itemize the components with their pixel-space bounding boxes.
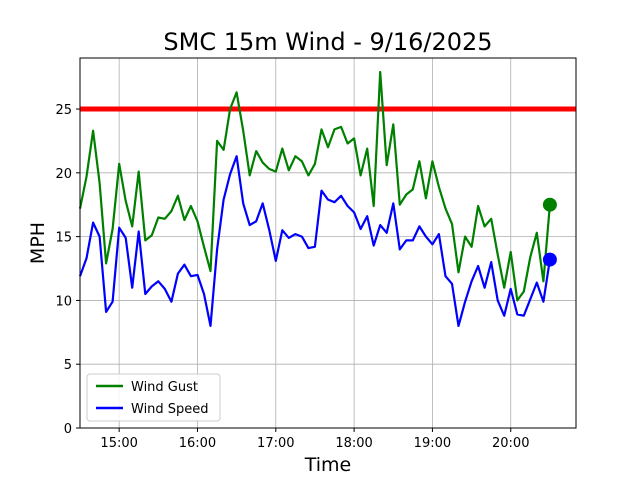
plot-frame [79,57,577,429]
legend-gust-label: Wind Gust [131,380,198,395]
x-tick-label: 15:00 [100,436,137,451]
y-axis-label: MPH [27,222,49,264]
wind-gust-last-point [542,197,557,212]
y-axis-ticks: 0 5 10 15 20 25 [55,103,80,437]
legend: Wind Gust Wind Speed [86,373,221,422]
x-tick-label: 18:00 [335,436,372,451]
wind-speed-last-point [542,252,557,267]
series-group [78,70,557,327]
x-tick-label: 17:00 [257,436,294,451]
y-tick-label: 25 [55,103,72,118]
y-tick-label: 5 [64,358,72,373]
y-tick-label: 10 [55,294,72,309]
y-tick-label: 20 [55,167,72,182]
y-tick-label: 0 [64,422,72,437]
chart-title: SMC 15m Wind - 9/16/2025 [163,28,492,56]
x-tick-label: 19:00 [414,436,451,451]
x-axis-ticks: 15:00 16:00 17:00 18:00 19:00 20:00 [100,428,529,451]
legend-speed-label: Wind Speed [131,402,209,417]
wind-speed-line [78,155,551,327]
plot-background [80,58,576,428]
x-axis-label: Time [304,454,352,476]
wind-gust-line [78,70,551,302]
x-tick-label: 16:00 [179,436,216,451]
y-tick-label: 15 [55,231,72,246]
x-tick-label: 20:00 [492,436,529,451]
